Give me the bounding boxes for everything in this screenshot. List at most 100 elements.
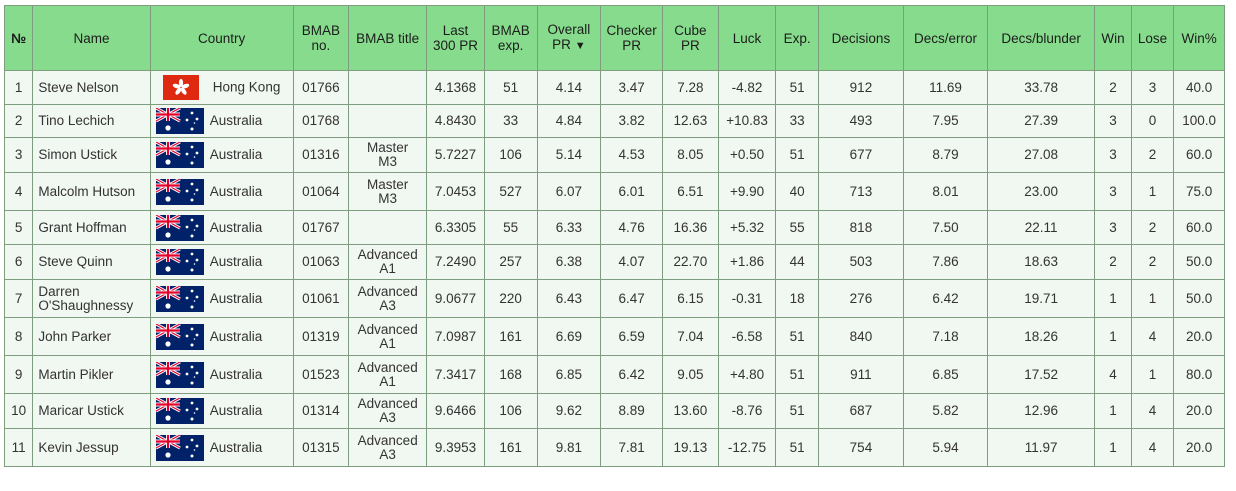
cell-overall-pr: 9.81	[536, 428, 602, 467]
cell-checker-pr: 6.01	[600, 172, 664, 211]
col-header-checker-pr[interactable]: Checker PR	[600, 5, 664, 71]
country-name: Australia	[209, 113, 263, 128]
cell-checker-pr: 4.76	[600, 210, 664, 245]
cell-overall-pr: 9.62	[536, 393, 602, 429]
col-header-bmab-exp[interactable]: BMAB exp.	[483, 5, 538, 71]
cell-country: Australia	[149, 393, 294, 429]
col-header-bmab-no[interactable]: BMAB no.	[292, 5, 350, 71]
bmab-title-code: A3	[379, 446, 396, 462]
col-header-decisions[interactable]: Decisions	[817, 5, 904, 71]
cell-cube-pr: 19.13	[662, 428, 719, 467]
cell-name: Grant Hoffman	[32, 210, 151, 245]
col-header-win-pct[interactable]: Win%	[1173, 5, 1225, 71]
country-name: Australia	[209, 439, 263, 455]
cell-lose: 1	[1130, 172, 1175, 211]
col-header-cube-pr[interactable]: Cube PR	[662, 5, 719, 71]
table-row: 3 Simon Ustick Australia 01316 Master M3 5.72…	[3, 137, 1225, 173]
cell-decs-blunder: 27.08	[986, 137, 1096, 173]
cell-bmab-exp: 51	[483, 70, 538, 105]
cell-luck: +4.80	[717, 355, 777, 394]
cell-bmab-no: 01767	[292, 210, 350, 245]
col-header-luck[interactable]: Luck	[717, 5, 777, 71]
cell-country: Australia	[149, 172, 294, 211]
cell-lose: 4	[1130, 428, 1175, 467]
bmab-title-level: Advanced	[357, 247, 418, 262]
cell-decisions: 754	[817, 428, 904, 467]
cell-number: 10	[3, 393, 34, 429]
australia-flag-icon	[155, 214, 204, 241]
country-name: Australia	[209, 147, 263, 162]
cell-cube-pr: 22.70	[662, 244, 719, 280]
cell-win-pct: 60.0	[1173, 137, 1225, 173]
cell-decs-error: 8.01	[902, 172, 988, 211]
col-header-win[interactable]: Win	[1094, 5, 1132, 71]
australia-flag-icon	[155, 178, 204, 205]
players-table-container: № Name Country BMAB no. BMAB title Last …	[3, 5, 1225, 467]
cell-cube-pr: 12.63	[662, 104, 719, 138]
cell-exp: 44	[775, 244, 819, 280]
cell-overall-pr: 4.14	[536, 70, 602, 105]
cell-decisions: 840	[817, 317, 904, 356]
hong-kong-flag-icon	[162, 75, 199, 100]
col-header-overall-pr[interactable]: Overall PR ▼	[536, 5, 602, 71]
cell-bmab-exp: 161	[483, 317, 538, 356]
australia-flag-icon	[155, 249, 204, 275]
cell-lose: 3	[1130, 70, 1175, 105]
cell-overall-pr: 6.69	[536, 317, 602, 356]
table-row: 1 Steve Nelson Hong Kong 01766 4.1368 51 4.14…	[3, 70, 1225, 105]
cell-luck: -6.58	[717, 317, 777, 356]
cell-last-300-pr: 7.3417	[426, 355, 485, 394]
cell-win: 1	[1094, 317, 1132, 356]
bmab-title-level: Advanced	[357, 432, 418, 448]
cell-win-pct: 50.0	[1173, 279, 1225, 318]
australia-flag-icon	[155, 142, 204, 168]
country-name: Australia	[209, 290, 263, 306]
cell-number: 3	[3, 137, 34, 173]
cell-bmab-no: 01315	[292, 428, 350, 467]
cell-overall-pr: 6.38	[536, 244, 602, 280]
country-name: Hong Kong	[212, 79, 281, 95]
col-header-decs-blunder[interactable]: Decs/blunder	[986, 5, 1096, 71]
col-header-bmab-title[interactable]: BMAB title	[348, 5, 428, 71]
cell-bmab-title: Master M3	[348, 137, 428, 173]
cell-checker-pr: 4.53	[600, 137, 664, 173]
cell-cube-pr: 6.51	[662, 172, 719, 211]
cell-last-300-pr: 4.8430	[426, 104, 485, 138]
col-header-exp[interactable]: Exp.	[775, 5, 819, 71]
cell-name: Steve Quinn	[32, 244, 151, 280]
cell-country: Australia	[149, 104, 294, 138]
col-header-decs-error[interactable]: Decs/error	[902, 5, 988, 71]
cell-number: 6	[3, 244, 34, 280]
cell-cube-pr: 7.28	[662, 70, 719, 105]
cell-overall-pr: 5.14	[536, 137, 602, 173]
cell-decisions: 911	[817, 355, 904, 394]
cell-bmab-title: Advanced A1	[348, 244, 428, 280]
col-header-name[interactable]: Name	[32, 5, 151, 71]
col-header-lose[interactable]: Lose	[1130, 5, 1175, 71]
col-header-last-300-pr[interactable]: Last 300 PR	[426, 5, 485, 71]
cell-name: John Parker	[32, 317, 151, 356]
cell-decs-blunder: 18.26	[986, 317, 1096, 356]
cell-exp: 51	[775, 355, 819, 394]
cell-exp: 51	[775, 137, 819, 173]
cell-decs-blunder: 11.97	[986, 428, 1096, 467]
col-header-country[interactable]: Country	[149, 5, 294, 71]
cell-win-pct: 20.0	[1173, 428, 1225, 467]
cell-number: 7	[3, 279, 34, 318]
cell-decs-error: 5.82	[902, 393, 988, 429]
col-header-number[interactable]: №	[3, 5, 34, 71]
cell-last-300-pr: 9.6466	[426, 393, 485, 429]
cell-decs-error: 7.95	[902, 104, 988, 138]
australia-flag-icon	[155, 285, 204, 312]
bmab-title-level: Advanced	[357, 321, 418, 337]
cell-exp: 18	[775, 279, 819, 318]
cell-luck: +1.86	[717, 244, 777, 280]
cell-decs-blunder: 27.39	[986, 104, 1096, 138]
cell-country: Australia	[149, 279, 294, 318]
cell-bmab-title: Advanced A1	[348, 355, 428, 394]
cell-overall-pr: 4.84	[536, 104, 602, 138]
cell-bmab-title	[348, 104, 428, 138]
cell-lose: 4	[1130, 393, 1175, 429]
cell-decisions: 276	[817, 279, 904, 318]
table-row: 9 Martin Pikler Australia 01523 Advanced A1 7…	[3, 355, 1225, 394]
